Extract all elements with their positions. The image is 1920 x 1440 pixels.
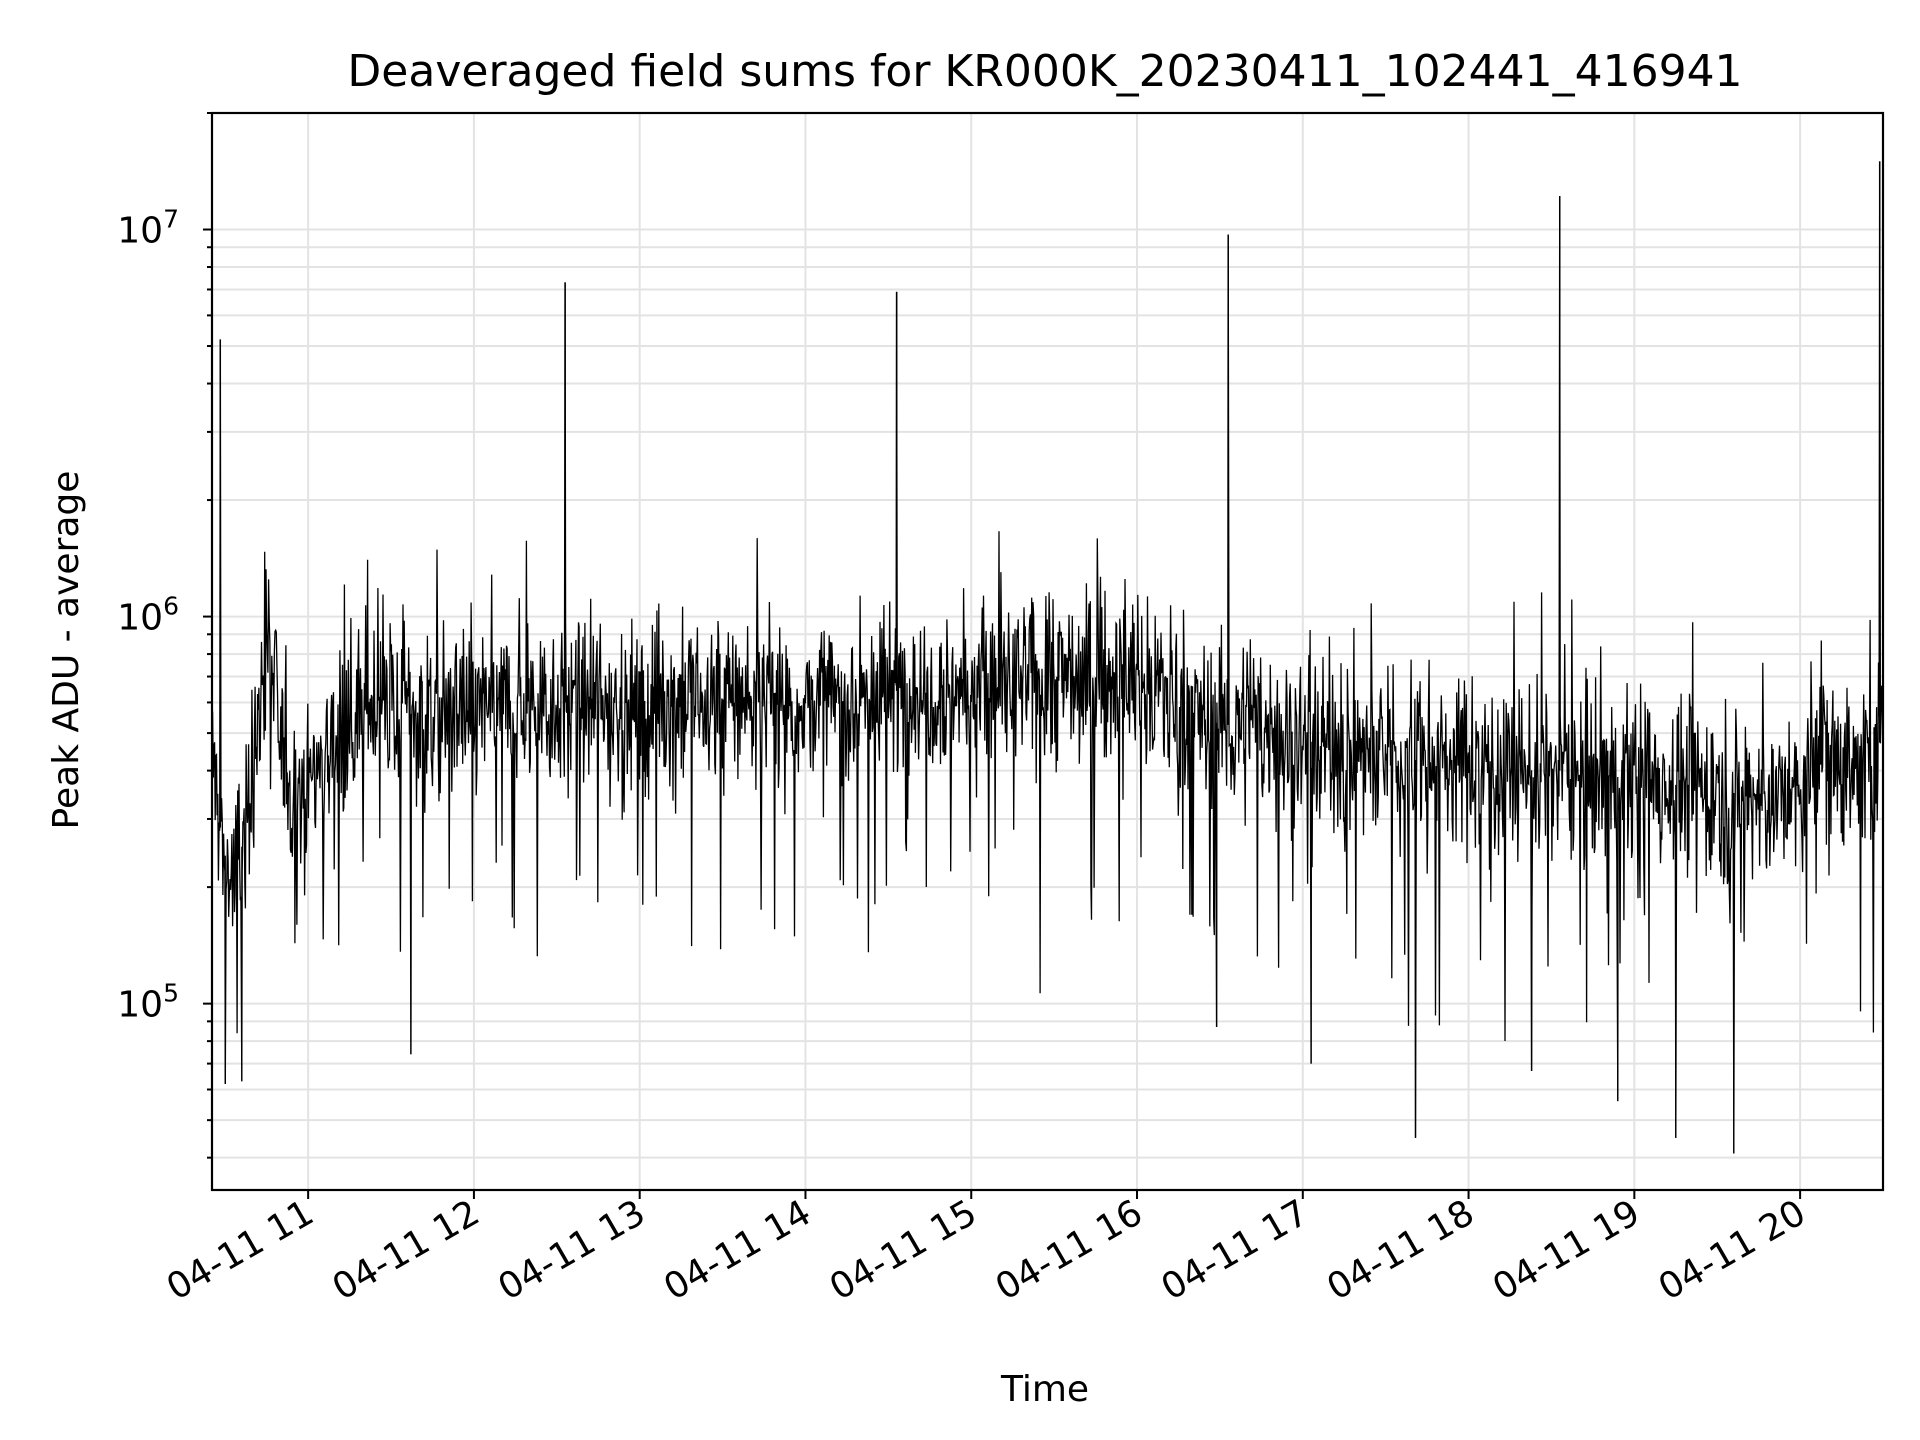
chart-title: Deaveraged field sums for KR000K_2023041… (347, 46, 1742, 97)
plot-frame (210, 111, 1885, 1192)
y-tick-label: 105 (117, 979, 179, 1026)
x-axis-label: Time (1000, 1369, 1089, 1410)
series-line (211, 161, 1884, 1154)
data-layer (211, 161, 1884, 1154)
grid (212, 112, 1883, 1190)
y-tick-label: 106 (117, 592, 179, 639)
y-tick-label: 107 (117, 205, 179, 252)
y-axis-label: Peak ADU - average (46, 471, 87, 830)
